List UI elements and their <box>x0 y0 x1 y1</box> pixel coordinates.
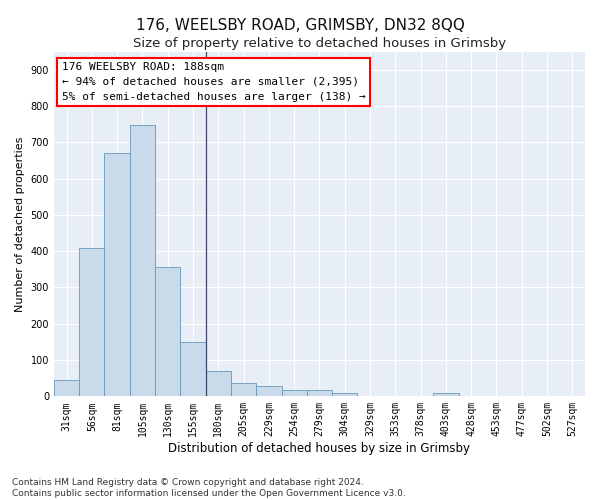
Bar <box>130 125 155 396</box>
Bar <box>332 392 358 396</box>
Bar <box>181 342 206 396</box>
Bar <box>54 380 79 396</box>
X-axis label: Distribution of detached houses by size in Grimsby: Distribution of detached houses by size … <box>169 442 470 455</box>
Bar <box>79 248 104 396</box>
Bar <box>206 371 231 396</box>
Text: 176 WEELSBY ROAD: 188sqm
← 94% of detached houses are smaller (2,395)
5% of semi: 176 WEELSBY ROAD: 188sqm ← 94% of detach… <box>62 62 365 102</box>
Y-axis label: Number of detached properties: Number of detached properties <box>15 136 25 312</box>
Bar <box>155 267 181 396</box>
Text: 176, WEELSBY ROAD, GRIMSBY, DN32 8QQ: 176, WEELSBY ROAD, GRIMSBY, DN32 8QQ <box>136 18 464 32</box>
Bar <box>104 154 130 396</box>
Title: Size of property relative to detached houses in Grimsby: Size of property relative to detached ho… <box>133 38 506 51</box>
Bar <box>433 392 458 396</box>
Bar <box>281 390 307 396</box>
Bar <box>231 384 256 396</box>
Text: Contains HM Land Registry data © Crown copyright and database right 2024.
Contai: Contains HM Land Registry data © Crown c… <box>12 478 406 498</box>
Bar <box>307 390 332 396</box>
Bar <box>256 386 281 396</box>
